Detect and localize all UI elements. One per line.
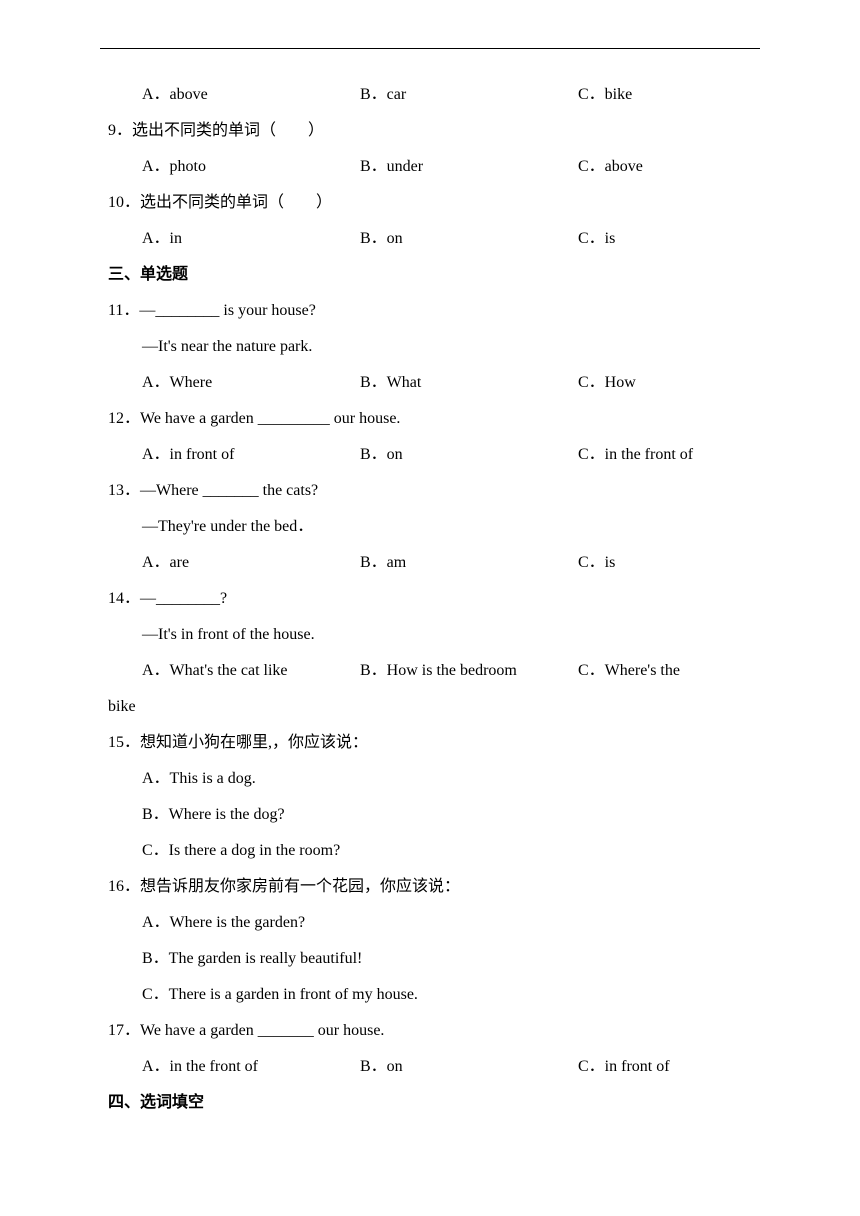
- q10-stem: 10．选出不同类的单词（ ）: [108, 191, 752, 215]
- q12-options: A．in front of B．on C．in the front of: [142, 443, 752, 467]
- q12-opt-c: C．in the front of: [578, 443, 752, 467]
- q16-opt-c: C．There is a garden in front of my house…: [142, 983, 752, 1007]
- page-container: A．above B．car C．bike 9．选出不同类的单词（ ） A．pho…: [0, 0, 860, 1167]
- q10-opt-a: A．in: [142, 227, 360, 251]
- q10-opt-b: B．on: [360, 227, 578, 251]
- q15-opt-a: A．This is a dog.: [142, 767, 752, 791]
- q9-options: A．photo B．under C．above: [142, 155, 752, 179]
- q14-stem: 14．—________?: [108, 587, 752, 611]
- q17-options: A．in the front of B．on C．in front of: [142, 1055, 752, 1079]
- q8-opt-c: C．bike: [578, 83, 752, 107]
- q13-sub: —They're under the bed．: [142, 515, 752, 539]
- q12-stem: 12．We have a garden _________ our house.: [108, 407, 752, 431]
- section-4-header: 四、选词填空: [108, 1091, 752, 1115]
- q17-opt-c: C．in front of: [578, 1055, 752, 1079]
- q14-options: A．What's the cat like B．How is the bedro…: [142, 659, 752, 683]
- q11-opt-a: A．Where: [142, 371, 360, 395]
- q15-opt-b: B．Where is the dog?: [142, 803, 752, 827]
- q13-stem: 13．—Where _______ the cats?: [108, 479, 752, 503]
- q12-opt-a: A．in front of: [142, 443, 360, 467]
- q8-opt-a: A．above: [142, 83, 360, 107]
- q15-opt-c: C．Is there a dog in the room?: [142, 839, 752, 863]
- q11-options: A．Where B．What C．How: [142, 371, 752, 395]
- q16-stem: 16．想告诉朋友你家房前有一个花园，你应该说：: [108, 875, 752, 899]
- q15-options: A．This is a dog. B．Where is the dog? C．I…: [142, 767, 752, 863]
- q8-options: A．above B．car C．bike: [142, 83, 752, 107]
- q9-opt-c: C．above: [578, 155, 752, 179]
- q10-options: A．in B．on C．is: [142, 227, 752, 251]
- q11-opt-b: B．What: [360, 371, 578, 395]
- q8-opt-b: B．car: [360, 83, 578, 107]
- q14-sub: —It's in front of the house.: [142, 623, 752, 647]
- q14-opt-c: C．Where's the: [578, 659, 752, 683]
- q15-stem: 15．想知道小狗在哪里,，你应该说：: [108, 731, 752, 755]
- q17-opt-a: A．in the front of: [142, 1055, 360, 1079]
- top-rule: [100, 48, 760, 49]
- section-3-header: 三、单选题: [108, 263, 752, 287]
- q13-options: A．are B．am C．is: [142, 551, 752, 575]
- q10-opt-c: C．is: [578, 227, 752, 251]
- q9-opt-a: A．photo: [142, 155, 360, 179]
- q14-opt-b: B．How is the bedroom: [360, 659, 578, 683]
- q11-sub: —It's near the nature park.: [142, 335, 752, 359]
- q11-opt-c: C．How: [578, 371, 752, 395]
- q17-stem: 17．We have a garden _______ our house.: [108, 1019, 752, 1043]
- q16-opt-b: B．The garden is really beautiful!: [142, 947, 752, 971]
- q12-opt-b: B．on: [360, 443, 578, 467]
- q13-opt-b: B．am: [360, 551, 578, 575]
- q14-opt-a: A．What's the cat like: [142, 659, 360, 683]
- q13-opt-a: A．are: [142, 551, 360, 575]
- q9-stem: 9．选出不同类的单词（ ）: [108, 119, 752, 143]
- q9-opt-b: B．under: [360, 155, 578, 179]
- q11-stem: 11．—________ is your house?: [108, 299, 752, 323]
- q16-opt-a: A．Where is the garden?: [142, 911, 752, 935]
- q13-opt-c: C．is: [578, 551, 752, 575]
- q16-options: A．Where is the garden? B．The garden is r…: [142, 911, 752, 1007]
- q14-wrap: bike: [108, 695, 752, 719]
- q17-opt-b: B．on: [360, 1055, 578, 1079]
